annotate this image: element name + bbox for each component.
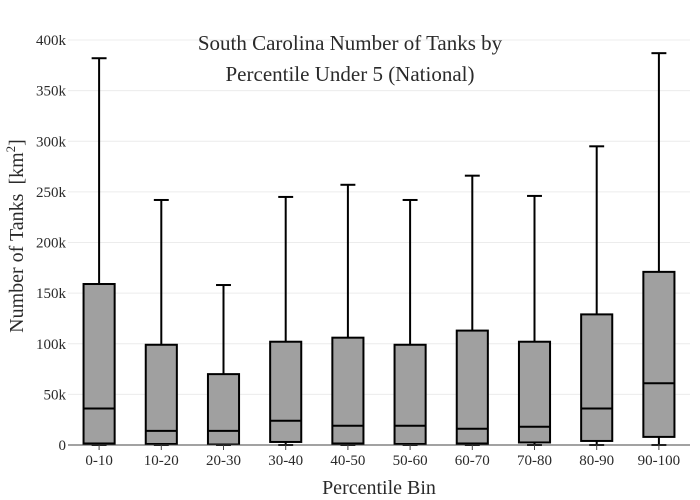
box-iqr xyxy=(206,373,241,446)
y-axis-title-unit: [km xyxy=(6,152,28,185)
box-iqr xyxy=(580,313,614,442)
box-40-50 xyxy=(331,183,365,446)
y-axis-title: Number of Tanks [km2] xyxy=(3,139,28,333)
y-tick-label: 200k xyxy=(36,236,67,252)
box-70-80 xyxy=(517,194,552,446)
x-tick-label: 0-10 xyxy=(85,453,113,469)
y-tick-label: 50k xyxy=(44,387,67,403)
chart-title-line-1: South Carolina Number of Tanks by xyxy=(198,31,503,55)
box-50-60 xyxy=(393,198,427,446)
y-tick-label: 400k xyxy=(36,33,67,49)
x-tick-label: 90-100 xyxy=(638,453,681,469)
box-iqr xyxy=(517,340,552,444)
x-tick-label: 20-30 xyxy=(206,453,241,469)
box-10-20 xyxy=(144,198,178,446)
y-tick-label: 150k xyxy=(36,286,67,302)
box-iqr xyxy=(144,343,178,445)
y-tick-label: 100k xyxy=(36,337,67,353)
y-axis-ticks: 0 50k 100k 150k 200k 250k 300k 350k 400k xyxy=(36,33,67,454)
box-iqr xyxy=(642,270,676,438)
x-tick-label: 40-50 xyxy=(330,453,365,469)
x-tick-label: 30-40 xyxy=(268,453,303,469)
box-iqr xyxy=(269,340,303,443)
x-tick-label: 70-80 xyxy=(517,453,552,469)
y-tick-label: 0 xyxy=(59,438,67,454)
y-axis-title-main: Number of Tanks xyxy=(6,193,28,333)
box-iqr xyxy=(455,329,489,445)
x-tick-label: 80-90 xyxy=(579,453,614,469)
box-90-100 xyxy=(642,52,676,446)
x-tick-label: 60-70 xyxy=(455,453,490,469)
chart-title-line-2: Percentile Under 5 (National) xyxy=(226,62,475,86)
box-iqr xyxy=(331,336,365,445)
y-tick-label: 350k xyxy=(36,84,67,100)
gridlines xyxy=(68,39,690,395)
box-iqr xyxy=(393,343,427,445)
y-axis-title-unit-close: ] xyxy=(6,139,28,146)
box-30-40 xyxy=(269,195,303,446)
box-series xyxy=(82,52,676,446)
box-0-10 xyxy=(82,57,116,446)
x-tick-label: 50-60 xyxy=(393,453,428,469)
box-iqr xyxy=(82,283,116,445)
y-tick-label: 300k xyxy=(36,134,67,150)
box-20-30 xyxy=(206,284,241,446)
box-60-70 xyxy=(455,174,489,446)
y-axis-title-unit-exponent: 2 xyxy=(3,146,18,153)
y-tick-label: 250k xyxy=(36,185,67,201)
x-axis-title: Percentile Bin xyxy=(322,477,436,499)
x-axis-ticks: 0-10 10-20 20-30 30-40 40-50 50-60 60-70 70-80 8… xyxy=(85,445,680,469)
x-tick-label: 10-20 xyxy=(144,453,179,469)
box-80-90 xyxy=(580,145,614,446)
